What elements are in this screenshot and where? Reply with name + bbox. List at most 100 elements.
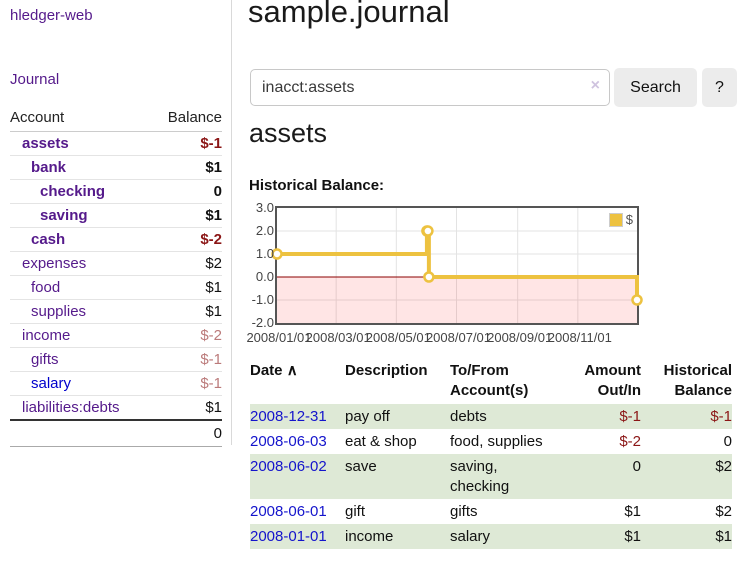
accounts-total-row: 0 bbox=[10, 419, 222, 447]
sort-ascending-icon: ∧ bbox=[286, 362, 298, 379]
account-link-food[interactable]: food bbox=[31, 279, 61, 296]
register-row[interactable]: 2008-12-31 pay off debts $-1 $-1 bbox=[250, 404, 732, 429]
account-balance: $-1 bbox=[151, 347, 222, 372]
search-input[interactable] bbox=[250, 69, 610, 106]
register-header-date[interactable]: Date ∧ bbox=[250, 362, 298, 379]
account-balance: $1 bbox=[151, 299, 222, 324]
transaction-date-link[interactable]: 2008-06-02 bbox=[250, 457, 327, 475]
account-link-saving[interactable]: saving bbox=[40, 207, 88, 224]
register-account-cell: food, supplies bbox=[450, 432, 543, 450]
register-description-cell: income bbox=[345, 527, 394, 545]
register-amount-cell: $-2 bbox=[619, 432, 641, 450]
register-balance-cell: 0 bbox=[723, 432, 732, 450]
register-row[interactable]: 2008-06-03 eat & shop food, supplies $-2 0 bbox=[250, 429, 732, 454]
account-link-expenses[interactable]: expenses bbox=[22, 255, 87, 272]
register-row[interactable]: 2008-06-01 gift gifts $1 $2 bbox=[250, 499, 732, 524]
chart-point-marker[interactable] bbox=[631, 294, 643, 306]
register-header-balance: Historical Balance bbox=[663, 362, 732, 399]
y-tick-label: 3.0 bbox=[255, 200, 274, 215]
chart-plot-area[interactable]: $ bbox=[271, 206, 643, 325]
account-row: checking 0 bbox=[10, 179, 222, 204]
account-heading: assets bbox=[249, 118, 328, 148]
account-balance: $1 bbox=[151, 275, 222, 300]
y-tick-label: 1.0 bbox=[255, 246, 274, 261]
register-header-description: Description bbox=[345, 362, 428, 379]
search-button[interactable]: Search bbox=[614, 68, 697, 107]
x-tick-label: 2008/05/01 bbox=[365, 330, 431, 345]
register-balance-cell: $-1 bbox=[710, 407, 732, 425]
account-link-liabilities-debts[interactable]: liabilities:debts bbox=[22, 399, 120, 416]
register-header-account: To/From Account(s) bbox=[450, 362, 529, 399]
sidebar: hledger-web Journal Account Balance asse… bbox=[0, 0, 232, 447]
register-date-cell: 2008-01-01 bbox=[250, 524, 345, 549]
register-balance-cell: $1 bbox=[715, 527, 732, 545]
account-row: cash $-2 bbox=[10, 227, 222, 252]
account-link-bank[interactable]: bank bbox=[31, 159, 67, 176]
account-link-assets[interactable]: assets bbox=[22, 135, 69, 152]
register-account-cell: gifts bbox=[450, 502, 478, 520]
transaction-date-link[interactable]: 2008-12-31 bbox=[250, 407, 327, 425]
y-tick-label: -1.0 bbox=[251, 292, 274, 307]
accounts-rows: assets $-1 bank $1 checking 0 saving $1 cash $-2 e… bbox=[10, 132, 222, 447]
balance-chart-svg bbox=[271, 208, 643, 323]
accounts-header-balance: Balance bbox=[151, 106, 222, 132]
account-balance: $-2 bbox=[151, 323, 222, 348]
account-link-cash[interactable]: cash bbox=[31, 231, 66, 248]
account-balance: 0 bbox=[151, 179, 222, 204]
account-balance: $1 bbox=[151, 395, 222, 420]
register-description-cell: pay off bbox=[345, 407, 390, 425]
register-account-cell: saving, checking bbox=[450, 457, 510, 495]
historical-balance-chart: $ 3.0 2.0 1.0 0.0 -1.0 -2.0 2008/01/01 2008/03/… bbox=[246, 198, 742, 348]
register-amount-cell: $1 bbox=[624, 502, 641, 520]
x-tick-label: 2008/07/01 bbox=[425, 330, 492, 345]
account-link-gifts[interactable]: gifts bbox=[31, 351, 59, 368]
page-title: sample.journal bbox=[248, 0, 450, 29]
transaction-date-link[interactable]: 2008-06-01 bbox=[250, 502, 327, 520]
clear-search-icon[interactable]: × bbox=[590, 77, 600, 94]
account-row: bank $1 bbox=[10, 155, 222, 180]
chart-point-marker[interactable] bbox=[423, 271, 435, 283]
account-link-supplies[interactable]: supplies bbox=[31, 303, 87, 320]
register-amount-cell: $-1 bbox=[619, 407, 641, 425]
nav-journal-link[interactable]: Journal bbox=[10, 71, 60, 88]
account-row: liabilities:debts $1 bbox=[10, 395, 222, 420]
y-tick-label: -2.0 bbox=[251, 315, 274, 330]
account-link-income[interactable]: income bbox=[22, 327, 71, 344]
chart-legend: $ bbox=[608, 212, 633, 227]
y-tick-label: 2.0 bbox=[255, 223, 274, 238]
account-row: food $1 bbox=[10, 275, 222, 300]
account-row: supplies $1 bbox=[10, 299, 222, 324]
accounts-header-account: Account bbox=[10, 106, 152, 132]
transaction-date-link[interactable]: 2008-01-01 bbox=[250, 527, 327, 545]
search-box: × bbox=[250, 69, 610, 106]
register-date-cell: 2008-06-03 bbox=[250, 429, 345, 454]
register-balance-cell: $2 bbox=[715, 457, 732, 475]
x-tick-label: 2008/03/01 bbox=[305, 330, 371, 345]
account-row: salary $-1 bbox=[10, 371, 222, 396]
chart-point-marker[interactable] bbox=[422, 225, 434, 237]
legend-series-label: $ bbox=[625, 212, 633, 227]
app-brand-link[interactable]: hledger-web bbox=[10, 7, 93, 24]
account-balance: $-2 bbox=[151, 227, 222, 252]
register-date-cell: 2008-06-01 bbox=[250, 499, 345, 524]
account-row: saving $1 bbox=[10, 203, 222, 228]
y-tick-label: 0.0 bbox=[255, 269, 274, 284]
register-row[interactable]: 2008-01-01 income salary $1 $1 bbox=[250, 524, 732, 549]
register-header-amount: Amount Out/In bbox=[584, 362, 641, 399]
help-button[interactable]: ? bbox=[702, 68, 737, 107]
chart-section-label: Historical Balance: bbox=[249, 177, 385, 194]
register-account-cell: debts bbox=[450, 407, 487, 425]
main-content: sample.journal × Search ? assets Histori… bbox=[246, 0, 742, 582]
account-link-salary[interactable]: salary bbox=[31, 375, 72, 392]
register-date-cell: 2008-06-02 bbox=[250, 454, 345, 499]
account-balance: $-1 bbox=[151, 371, 222, 396]
account-balance: $1 bbox=[151, 203, 222, 228]
account-link-checking[interactable]: checking bbox=[40, 183, 106, 200]
register-amount-cell: $1 bbox=[624, 527, 641, 545]
account-balance: $2 bbox=[151, 251, 222, 276]
register-row[interactable]: 2008-06-02 save saving, checking 0 $2 bbox=[250, 454, 732, 499]
x-tick-label: 2008/09/01 bbox=[487, 330, 553, 345]
transaction-date-link[interactable]: 2008-06-03 bbox=[250, 432, 327, 450]
account-row: assets $-1 bbox=[10, 132, 222, 156]
chart-point-marker[interactable] bbox=[271, 248, 283, 260]
